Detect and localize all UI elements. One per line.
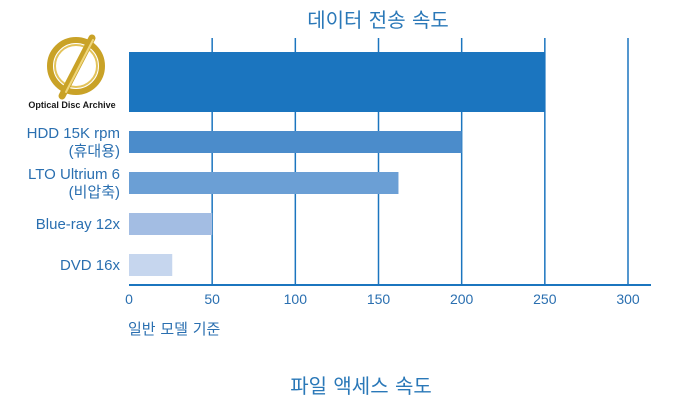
bar	[129, 172, 399, 194]
x-tick-labels: 0 50 100 150 200 250 300	[125, 291, 640, 307]
category-label: DVD 16x	[60, 257, 121, 274]
category-label: (휴대용)	[69, 143, 120, 160]
logo-caption: Optical Disc Archive	[28, 100, 115, 110]
category-label: Blue-ray 12x	[36, 216, 121, 233]
bar	[129, 213, 213, 235]
next-chart-title: 파일 액세스 속도	[290, 374, 432, 398]
category-labels: HDD 15K rpm(휴대용) LTO Ultrium 6(비압축) Blue-r…	[27, 125, 121, 274]
chart-title: 데이터 전송 속도	[307, 8, 449, 32]
bars	[129, 52, 545, 276]
x-tick-label: 0	[125, 291, 133, 307]
bar	[129, 254, 173, 276]
x-tick-label: 50	[204, 291, 220, 307]
category-label: (비압축)	[69, 184, 120, 201]
optical-disc-archive-logo: Optical Disc Archive	[28, 34, 116, 110]
x-tick-label: 250	[533, 291, 557, 307]
bar	[129, 52, 545, 112]
x-tick-label: 150	[367, 291, 391, 307]
x-tick-label: 100	[284, 291, 308, 307]
category-label: LTO Ultrium 6	[28, 166, 120, 183]
bar	[129, 131, 462, 153]
x-tick-label: 200	[450, 291, 474, 307]
chart-note: 일반 모델 기준	[128, 320, 221, 338]
x-tick-label: 300	[616, 291, 640, 307]
category-label: HDD 15K rpm	[27, 125, 120, 142]
